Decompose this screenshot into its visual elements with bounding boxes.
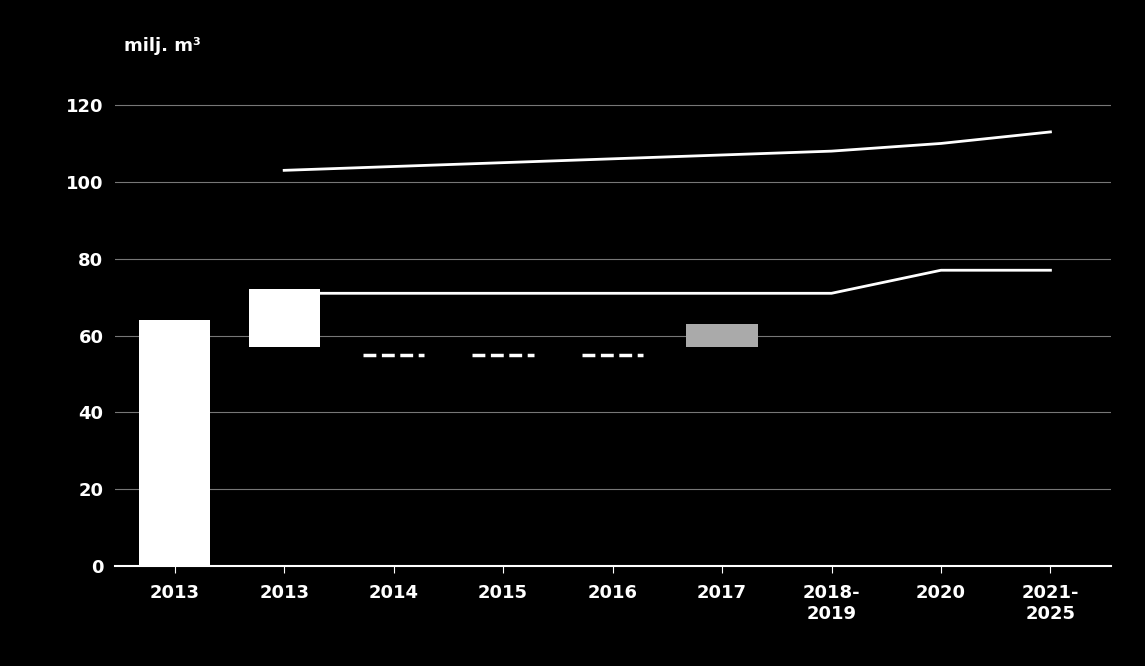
Bar <box>687 324 758 347</box>
Bar <box>248 290 319 347</box>
Text: milj. m³: milj. m³ <box>125 37 202 55</box>
Bar <box>140 320 211 566</box>
